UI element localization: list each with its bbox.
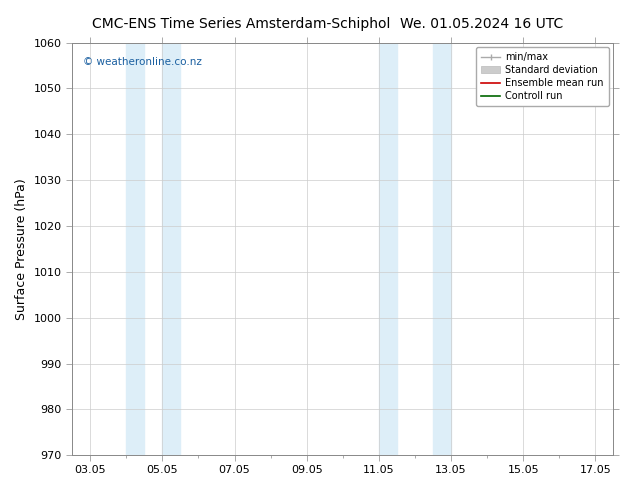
Y-axis label: Surface Pressure (hPa): Surface Pressure (hPa): [15, 178, 28, 320]
Bar: [126, 43, 145, 455]
Text: © weatheronline.co.nz: © weatheronline.co.nz: [83, 57, 202, 67]
Legend: min/max, Standard deviation, Ensemble mean run, Controll run: min/max, Standard deviation, Ensemble me…: [476, 48, 609, 106]
Text: CMC-ENS Time Series Amsterdam-Schiphol: CMC-ENS Time Series Amsterdam-Schiphol: [92, 17, 390, 31]
Bar: [162, 43, 180, 455]
Bar: [379, 43, 397, 455]
Text: We. 01.05.2024 16 UTC: We. 01.05.2024 16 UTC: [400, 17, 564, 31]
Bar: [433, 43, 451, 455]
